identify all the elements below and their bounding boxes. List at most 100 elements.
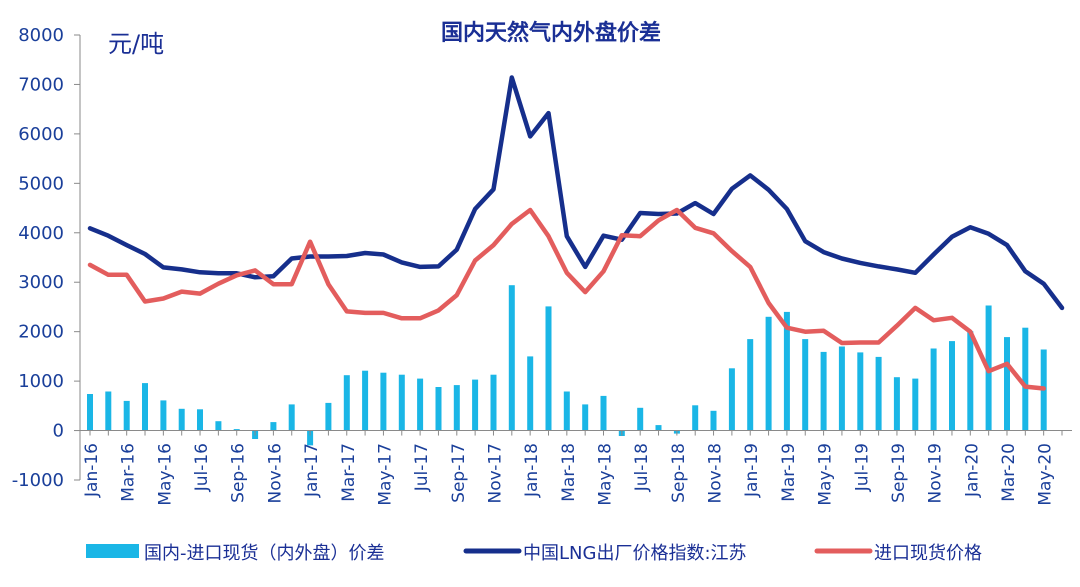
bar-spread [563,391,570,431]
bar-spread [728,368,735,431]
bar-spread [362,370,369,431]
bar-spread [545,306,552,431]
bar-spread [325,402,332,431]
bar-spread [398,374,405,431]
bar-spread [453,385,460,431]
bar-spread [802,339,809,431]
y-tick-label: 4000 [18,223,64,244]
x-tick-label: Jan-20 [962,443,982,498]
x-tick-label: Sep-19 [889,443,909,503]
bar-spread [1022,327,1029,431]
bar-spread [215,421,222,431]
y-tick-label: 5000 [18,173,64,194]
legend-label-jiangsu: 中国LNG出厂价格指数:江苏 [523,543,747,564]
bar-spread [692,405,699,431]
x-tick-label: Jul-17 [412,443,432,492]
bar-spread [820,351,827,431]
bar-spread [160,400,167,431]
bar-spread [710,410,717,431]
y-tick-label: 0 [53,421,64,442]
x-tick-label: May-20 [1036,443,1056,506]
y-tick-label: -1000 [12,470,64,491]
x-tick-label: Mar-17 [339,443,359,502]
line-series [87,75,1065,391]
bar-spread [930,348,937,431]
x-tick-label: Jan-17 [302,443,322,498]
legend-label-import: 进口现货价格 [874,543,982,564]
bar-spread [472,379,479,431]
x-tick-label: May-17 [375,443,395,506]
bar-series [87,285,1047,446]
bar-spread [912,378,919,431]
bar-spread [435,387,442,431]
y-tick-label: 1000 [18,371,64,392]
y-tick-label: 8000 [18,25,64,46]
bar-spread [178,408,185,431]
bar-spread [527,356,534,431]
x-tick-label: May-19 [816,443,836,506]
y-tick-label: 3000 [18,272,64,293]
bar-spread [747,339,754,431]
x-tick-label: Nov-16 [265,443,285,504]
x-tick-label: Jan-16 [82,443,102,498]
bar-spread [288,404,295,431]
unit-label: 元/吨 [108,30,164,58]
bar-spread [949,341,955,431]
bar-spread [270,422,277,431]
bar-spread [490,374,497,431]
bar-spread [508,285,515,431]
bar-spread [838,346,845,431]
x-tick-label: Sep-16 [229,443,249,503]
x-tick-label: Mar-19 [779,443,799,502]
x-tick-label: Jan-18 [522,443,542,498]
x-tick-label: Sep-17 [449,443,469,503]
y-tick-label: 2000 [18,322,64,343]
x-tick-label: May-16 [155,443,175,506]
bar-spread [233,429,240,431]
bar-spread [655,425,662,431]
x-tick-label: Mar-18 [559,443,579,502]
x-tick-label: Jul-16 [192,443,212,492]
bar-spread [637,407,644,431]
bar-spread [1004,337,1010,431]
bar-spread [765,316,772,431]
y-tick-label: 6000 [18,124,64,145]
x-tick-label: Nov-17 [485,443,505,504]
bar-spread [343,375,350,431]
bar-spread [380,372,387,431]
bar-spread [307,430,314,446]
x-tick-label: Nov-18 [706,443,726,504]
bar-spread [783,311,790,431]
x-tick-label: Nov-19 [926,443,946,504]
x-tick-label: Mar-20 [999,443,1019,502]
x-tick-label: Jul-18 [632,443,652,492]
bar-spread [197,409,203,431]
bar-spread [582,404,589,431]
bar-spread [142,383,148,431]
y-axis: -1000 0 1000 2000 3000 4000 5000 6000 7000 8000 [12,25,81,491]
x-tick-label: Jul-19 [852,443,872,492]
bar-spread [123,400,130,431]
x-tick-label: Jan-19 [742,443,762,498]
bar-spread [600,395,607,431]
legend-label-bar: 国内-进口现货（内外盘）价差 [144,543,385,564]
bar-spread [87,394,93,431]
x-axis-labels: Jan-16 Mar-16 May-16 Jul-16 Sep-16 Nov-16 Jan-… [82,443,1056,506]
bar-spread [967,331,974,431]
x-tick-label: Sep-18 [669,443,689,503]
line-import-spot-price [87,207,1046,391]
bar-spread [857,352,864,431]
bar-spread [417,378,424,431]
line-jiangsu-lng-index [87,75,1065,311]
x-tick-label: May-18 [596,443,616,506]
legend-swatch-bar [86,544,139,558]
bar-spread [875,356,882,431]
bar-spread [105,391,112,431]
x-axis [80,430,1072,436]
legend: 国内-进口现货（内外盘）价差 中国LNG出厂价格指数:江苏 进口现货价格 [86,543,982,564]
bar-spread [893,377,900,431]
chart-title: 国内天然气内外盘价差 [441,20,661,46]
y-tick-label: 7000 [18,74,64,95]
